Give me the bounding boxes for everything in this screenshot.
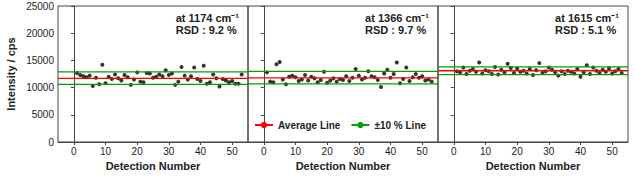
svg-text:±10 % Line: ±10 % Line: [374, 120, 426, 131]
svg-text:10: 10: [290, 146, 302, 157]
svg-text:10000: 10000: [26, 82, 54, 93]
svg-text:Detection Number: Detection Number: [106, 160, 201, 172]
svg-text:30: 30: [163, 146, 175, 157]
svg-text:20: 20: [132, 146, 144, 157]
svg-text:40: 40: [575, 146, 587, 157]
svg-text:30: 30: [543, 146, 555, 157]
svg-text:20: 20: [322, 146, 334, 157]
svg-text:50: 50: [417, 146, 429, 157]
svg-text:RSD : 9.7 %: RSD : 9.7 %: [365, 24, 426, 36]
svg-text:Average Line: Average Line: [278, 120, 341, 131]
svg-text:0: 0: [451, 146, 457, 157]
svg-text:5000: 5000: [32, 109, 55, 120]
svg-text:0: 0: [48, 137, 54, 148]
svg-text:at 1366 cm⁻¹: at 1366 cm⁻¹: [365, 12, 429, 24]
svg-text:50: 50: [227, 146, 239, 157]
svg-text:10: 10: [480, 146, 492, 157]
svg-text:0: 0: [261, 146, 267, 157]
svg-text:RSD : 9.2 %: RSD : 9.2 %: [176, 24, 237, 36]
svg-text:Detection Number: Detection Number: [486, 160, 581, 172]
svg-text:10: 10: [100, 146, 112, 157]
svg-text:25000: 25000: [26, 1, 54, 12]
svg-text:20000: 20000: [26, 28, 54, 39]
svg-text:30: 30: [353, 146, 365, 157]
svg-text:40: 40: [195, 146, 207, 157]
svg-text:40: 40: [385, 146, 397, 157]
svg-text:Intensity / cps: Intensity / cps: [5, 37, 17, 110]
svg-text:20: 20: [512, 146, 524, 157]
svg-text:50: 50: [607, 146, 619, 157]
svg-text:0: 0: [71, 146, 77, 157]
svg-text:Detection Number: Detection Number: [296, 160, 391, 172]
svg-text:RSD : 5.1 %: RSD : 5.1 %: [555, 24, 616, 36]
svg-text:at 1615 cm⁻¹: at 1615 cm⁻¹: [555, 12, 619, 24]
svg-text:at 1174 cm⁻¹: at 1174 cm⁻¹: [176, 12, 240, 24]
svg-text:15000: 15000: [26, 55, 54, 66]
